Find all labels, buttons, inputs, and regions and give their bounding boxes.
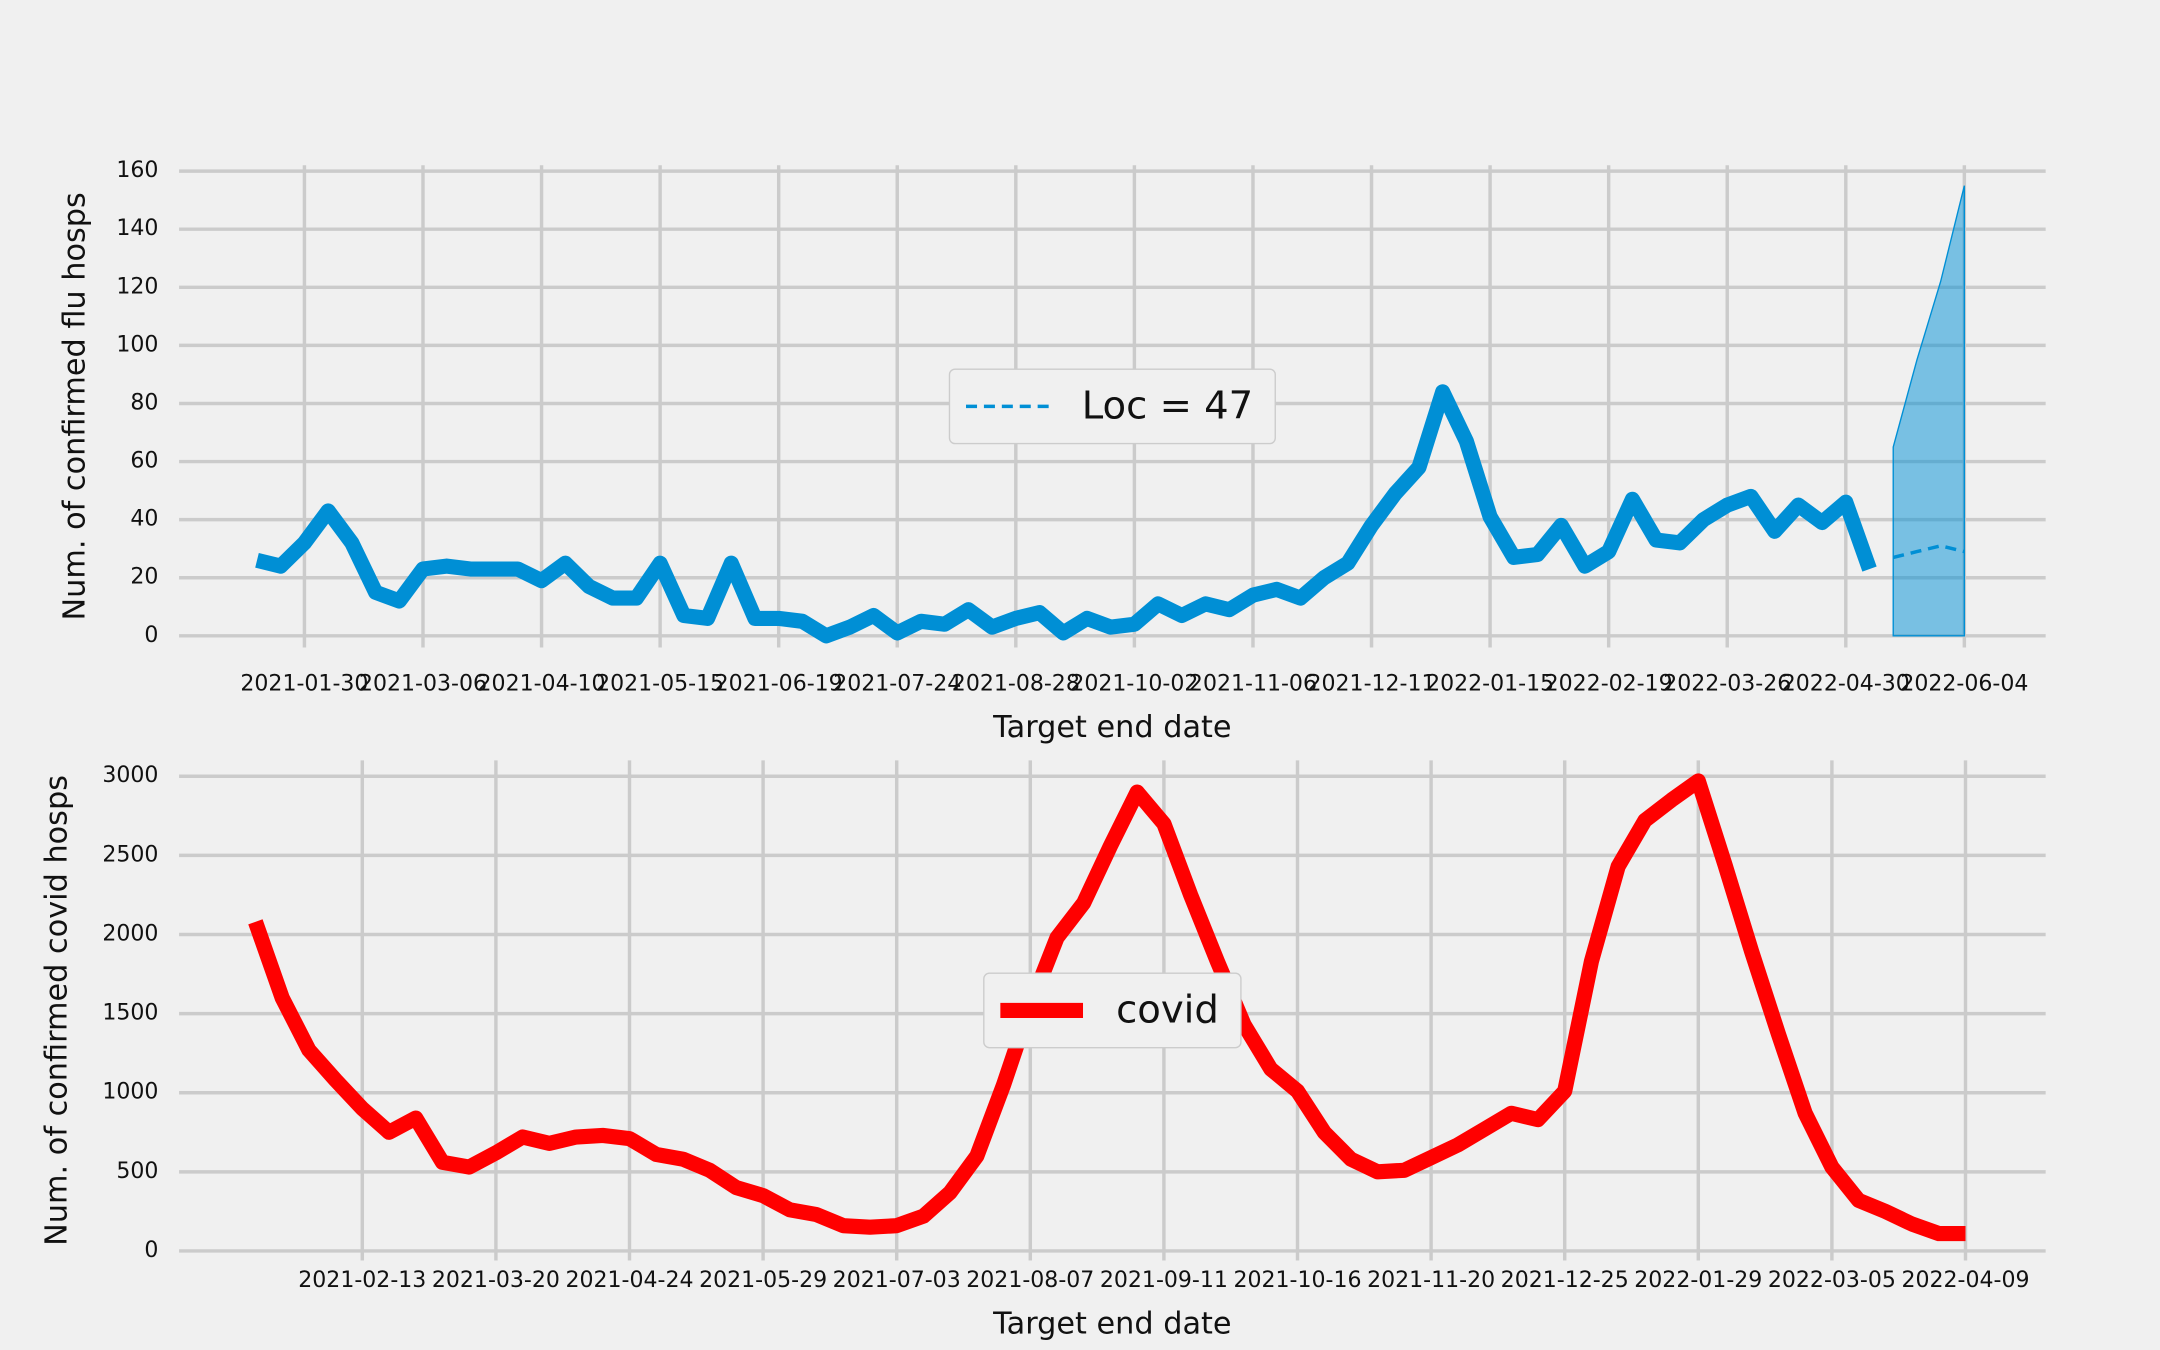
x-axis-label: Target end date	[992, 710, 1231, 745]
y-tick-label: 500	[116, 1159, 158, 1184]
x-tick-label: 2021-07-24	[833, 672, 961, 697]
x-axis-label: Target end date	[992, 1307, 1231, 1342]
y-tick-label: 160	[116, 158, 158, 183]
y-tick-label: 2500	[102, 842, 158, 867]
legend: Loc = 47	[948, 368, 1276, 445]
y-tick-label: 2000	[102, 921, 158, 946]
y-axis-label: Num. of confirmed covid hosps	[39, 775, 74, 1246]
x-tick-label: 2021-11-20	[1367, 1268, 1495, 1293]
x-tick-label: 2021-02-13	[298, 1268, 426, 1293]
legend-label: covid	[1116, 987, 1219, 1032]
x-tick-label: 2022-01-15	[1426, 672, 1554, 697]
x-tick-label: 2021-03-20	[432, 1268, 560, 1293]
y-tick-label: 20	[130, 565, 158, 590]
series-line	[248, 773, 1966, 1242]
x-tick-label: 2021-04-10	[478, 672, 606, 697]
x-tick-label: 2022-02-19	[1545, 672, 1673, 697]
y-tick-label: 100	[116, 332, 158, 357]
x-tick-label: 2021-10-02	[1070, 672, 1198, 697]
x-tick-label: 2021-05-15	[596, 672, 724, 697]
x-tick-label: 2022-06-04	[1900, 672, 2028, 697]
y-tick-label: 1000	[102, 1080, 158, 1105]
x-tick-label: 2021-05-29	[699, 1268, 827, 1293]
y-tick-label: 60	[130, 449, 158, 474]
legend-box	[983, 972, 1242, 1049]
x-tick-label: 2021-03-06	[359, 672, 487, 697]
x-tick-label: 2021-12-25	[1501, 1268, 1629, 1293]
x-tick-label: 2021-01-30	[240, 672, 368, 697]
x-tick-label: 2021-04-24	[565, 1268, 693, 1293]
series-line	[255, 384, 1877, 644]
series-line	[1892, 544, 1965, 560]
y-axis-label: Num. of confirmed flu hosps	[57, 192, 92, 620]
y-tick-label: 80	[130, 390, 158, 415]
x-tick-label: 2021-08-07	[966, 1268, 1094, 1293]
y-tick-label: 1500	[102, 1001, 158, 1026]
legend-label: Loc = 47	[1082, 383, 1254, 428]
legend: covid	[983, 972, 1242, 1049]
x-tick-label: 2022-03-05	[1768, 1268, 1896, 1293]
x-tick-label: 2021-07-03	[833, 1268, 961, 1293]
x-tick-label: 2022-03-26	[1663, 672, 1791, 697]
x-tick-label: 2021-06-19	[715, 672, 843, 697]
x-tick-label: 2022-04-30	[1782, 672, 1910, 697]
y-tick-label: 0	[144, 623, 158, 648]
x-tick-label: 2022-01-29	[1634, 1268, 1762, 1293]
x-tick-label: 2021-11-06	[1189, 672, 1317, 697]
x-tick-label: 2021-09-11	[1100, 1268, 1228, 1293]
y-tick-label: 0	[144, 1238, 158, 1263]
y-tick-label: 140	[116, 216, 158, 241]
x-tick-label: 2022-04-09	[1901, 1268, 2029, 1293]
forecast-band	[1892, 185, 1966, 637]
legend-box	[948, 368, 1276, 445]
y-tick-label: 40	[130, 507, 158, 532]
x-tick-label: 2021-12-11	[1308, 672, 1436, 697]
x-tick-label: 2021-10-16	[1233, 1268, 1361, 1293]
y-tick-label: 3000	[102, 763, 158, 788]
y-tick-label: 120	[116, 274, 158, 299]
x-tick-label: 2021-08-28	[952, 672, 1080, 697]
